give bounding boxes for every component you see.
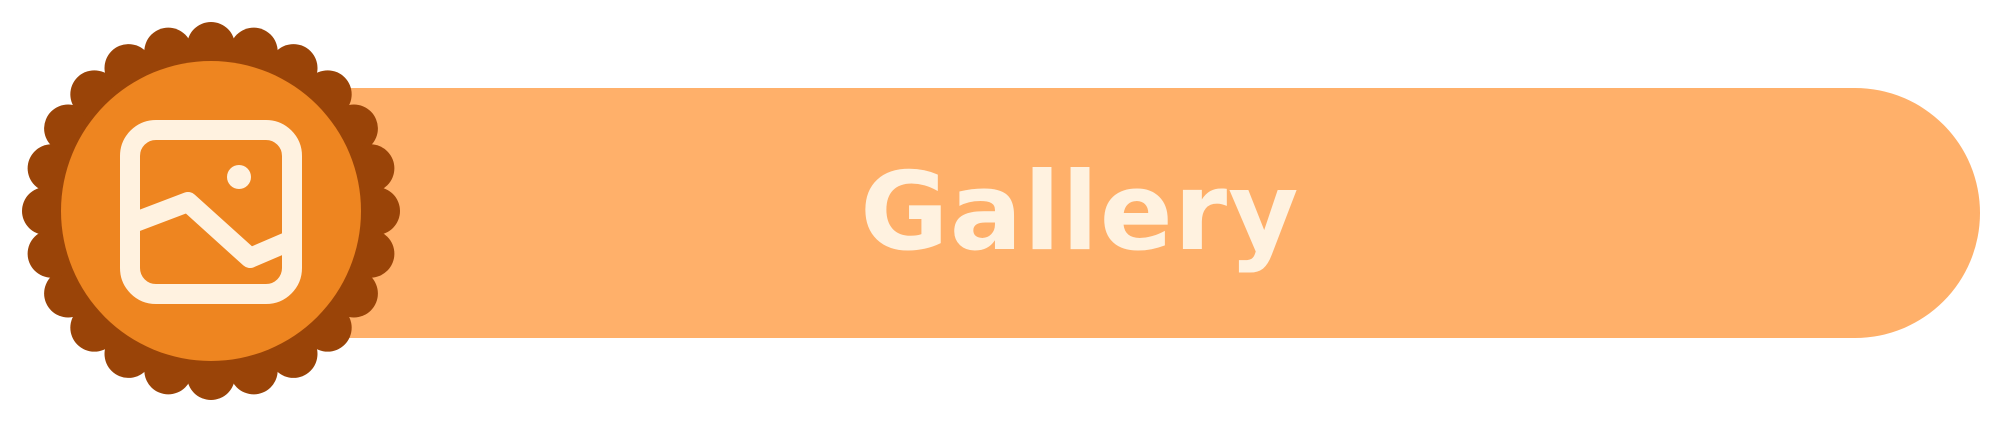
- banner-pill[interactable]: [300, 88, 1980, 338]
- banner-label: Gallery: [860, 150, 1300, 275]
- badge-graphic: [22, 22, 400, 400]
- gallery-badge: [18, 18, 404, 404]
- image-icon: [120, 120, 302, 304]
